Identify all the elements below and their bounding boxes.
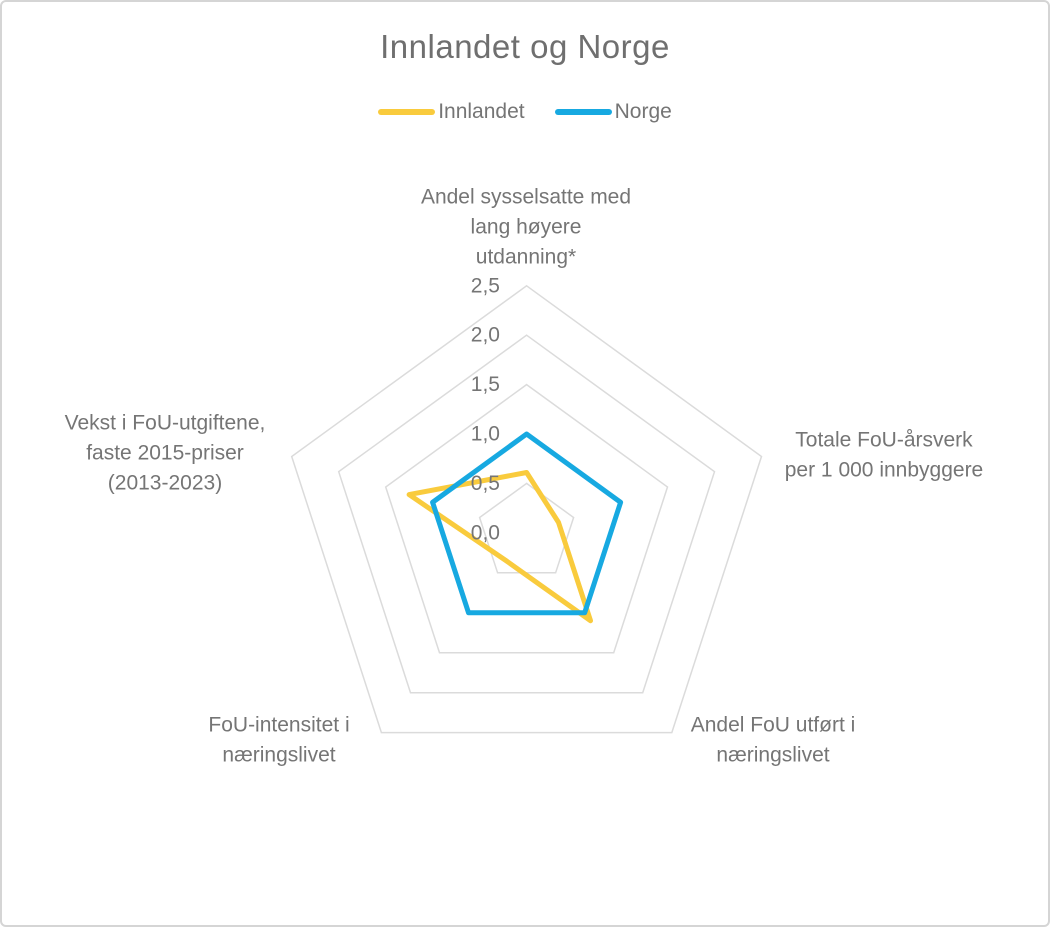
grid-ring <box>384 383 669 654</box>
series-polygon-norge[interactable] <box>430 431 624 616</box>
axis-label-left: Vekst i FoU-utgiftene, <box>65 412 266 435</box>
series-polygons <box>406 431 624 624</box>
legend: Innlandet Norge <box>2 100 1048 124</box>
axis-label-top: Andel sysselsatte med <box>421 186 631 209</box>
grid-rings <box>290 284 763 734</box>
axis-label-left: faste 2015-priser <box>86 442 244 465</box>
legend-swatch-innlandet <box>378 109 436 115</box>
radial-tick-label: 0,0 <box>471 521 500 544</box>
axis-label-right: Totale FoU-årsverk <box>795 429 973 452</box>
legend-item-norge[interactable]: Norge <box>554 100 672 124</box>
radial-tick-label: 0,5 <box>471 472 500 495</box>
axis-label-bottom-left: næringslivet <box>222 744 335 767</box>
radial-tick-labels: 0,0 0,5 1,0 1,5 2,0 2,5 <box>471 274 500 544</box>
chart-title: Innlandet og Norge <box>380 28 670 65</box>
grid-ring <box>337 334 716 694</box>
axis-label-right: per 1 000 innbyggere <box>785 459 984 482</box>
axis-labels: Andel sysselsatte med lang høyere utdannin… <box>65 186 984 767</box>
radial-tick-label: 2,0 <box>471 324 500 347</box>
radial-tick-label: 1,5 <box>471 373 500 396</box>
grid-ring <box>290 284 763 734</box>
axis-label-left: (2013-2023) <box>108 472 222 495</box>
legend-swatch-norge <box>554 109 612 115</box>
axis-label-bottom-right: Andel FoU utført i <box>691 714 856 737</box>
radial-tick-label: 1,0 <box>471 423 500 446</box>
axis-label-bottom-right: næringslivet <box>716 744 829 767</box>
legend-label-innlandet: Innlandet <box>438 100 525 123</box>
radial-tick-label: 2,5 <box>471 274 500 297</box>
series-polygon-innlandet[interactable] <box>406 470 593 624</box>
legend-label-norge: Norge <box>614 100 672 123</box>
axis-label-top: utdanning* <box>476 246 576 269</box>
axis-label-top: lang høyere <box>471 216 582 239</box>
axis-label-bottom-left: FoU-intensitet i <box>208 714 349 737</box>
legend-item-innlandet[interactable]: Innlandet <box>378 100 525 124</box>
